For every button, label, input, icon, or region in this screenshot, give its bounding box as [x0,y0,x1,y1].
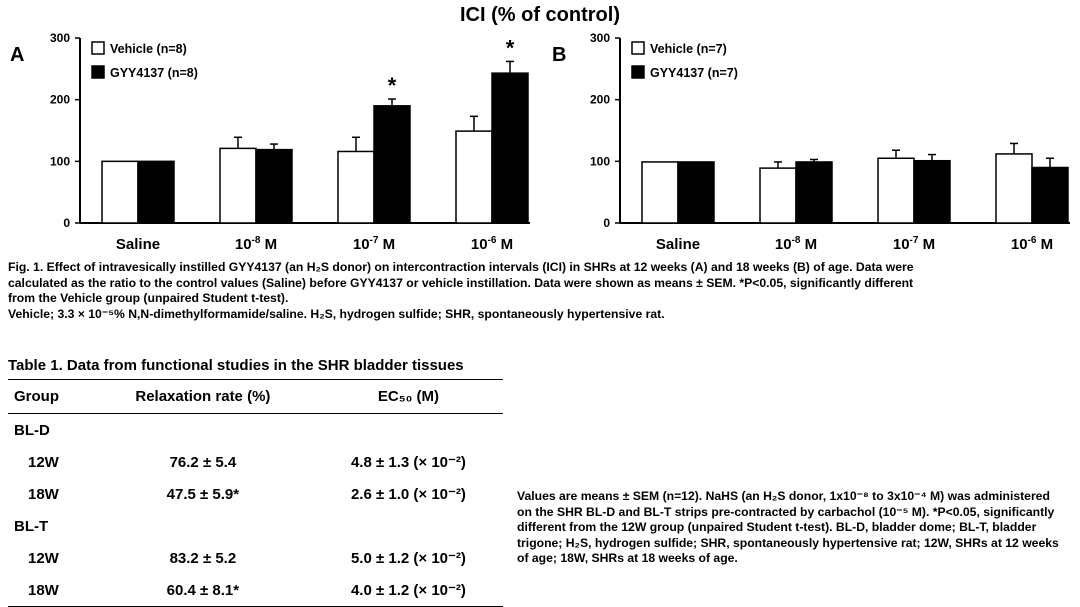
figure-title: ICI (% of control) [460,4,620,26]
x-tick-label: Saline [116,236,160,253]
bar [913,159,951,224]
table-title: Table 1. Data from functional studies in… [8,357,464,374]
x-tick-label: 10-8 M [775,235,817,253]
table-group-row: BL-T [8,510,503,542]
panel-b-label: B [552,44,567,66]
legend-swatch [631,65,645,79]
row-relaxation-cell: 76.2 ± 5.4 [169,453,237,471]
y-tick-label: 200 [50,93,70,107]
row-relaxation-cell: 83.2 ± 5.2 [169,549,237,567]
row-group-cell: 12W [28,453,59,471]
row-ec50-cell: 4.8 ± 1.3 (× 10⁻²) [350,454,466,471]
table-row: 12W 83.2 ± 5.2 5.0 ± 1.2 (× 10⁻²) [8,542,503,574]
significance-marker: * [506,35,515,60]
chart-panel-b: 0 100 200 300 Saline 10-8 M 10-7 M 10-6 M Vehicl… [590,31,1070,253]
legend-label: Vehicle (n=8) [110,42,187,56]
caption-line-1: Fig. 1. Effect of intravesically instill… [8,260,914,274]
table-header-row: Group Relaxation rate (%) EC₅₀ (M) [8,379,503,414]
table-footnote: Values are means ± SEM (n=12). NaHS (an … [517,489,1059,565]
legend-label: Vehicle (n=7) [650,42,727,56]
x-tick-label: 10-6 M [471,235,513,253]
row-group-cell: 12W [28,549,59,567]
bar [759,167,797,224]
column-header-group: Group [8,379,92,414]
table-row: 18W 60.4 ± 8.1* 4.0 ± 1.2 (× 10⁻²) [8,574,503,607]
significance-marker: * [388,73,397,98]
bar [137,160,175,224]
row-ec50-cell: 2.6 ± 1.0 (× 10⁻²) [350,486,466,503]
legend-swatch [631,41,645,55]
legend-label: GYY4137 (n=8) [110,66,198,80]
figure-caption: Fig. 1. Effect of intravesically instill… [8,260,1072,322]
x-tick-label: 10-8 M [235,235,277,253]
x-tick-label: 10-7 M [893,235,935,253]
group-label-bl-t: BL-T [14,517,49,535]
row-group-cell: 18W [28,485,59,503]
bar [877,157,915,224]
x-tick-label: 10-7 M [353,235,395,253]
legend-label: GYY4137 (n=7) [650,66,738,80]
legend-swatch [91,65,105,79]
bar [795,161,833,224]
y-tick-label: 0 [603,216,610,230]
table-row: 18W 47.5 ± 5.9* 2.6 ± 1.0 (× 10⁻²) [8,478,503,510]
row-relaxation-cell: 47.5 ± 5.9* [166,485,240,503]
row-group-cell: 18W [8,574,92,607]
row-ec50-cell: 4.0 ± 1.2 (× 10⁻²) [313,574,503,607]
caption-line-4: Vehicle; 3.3 × 10⁻⁵% N,N-dimethylformami… [8,306,665,321]
bar [219,147,257,224]
bar [995,153,1033,224]
bar [677,161,715,224]
y-tick-label: 300 [50,31,70,45]
y-tick-label: 300 [590,31,610,45]
row-ec50-cell: 5.0 ± 1.2 (× 10⁻²) [350,550,466,567]
legend-swatch [91,41,105,55]
x-tick-label: Saline [656,236,700,253]
column-header-relaxation: Relaxation rate (%) [91,379,314,414]
bar [337,150,375,224]
bar [491,72,529,224]
column-header-ec50: EC₅₀ (M) [313,379,503,414]
bar [373,105,411,224]
data-table: Group Relaxation rate (%) EC₅₀ (M) BL-D … [8,379,503,607]
bar [455,130,493,224]
caption-line-2: calculated as the ratio to the control v… [8,275,914,290]
y-tick-label: 200 [590,93,610,107]
group-label-bl-d: BL-D [14,421,50,439]
bar [1031,166,1069,224]
bar [101,160,139,224]
table-row: 12W 76.2 ± 5.4 4.8 ± 1.3 (× 10⁻²) [8,446,503,478]
x-tick-label: 10-6 M [1011,235,1053,253]
bar [641,161,679,224]
y-tick-label: 100 [590,154,610,168]
panel-a-label: A [10,44,25,66]
caption-line-3: from the Vehicle group (unpaired Student… [8,291,289,305]
y-tick-label: 100 [50,154,70,168]
table-group-row: BL-D [8,414,503,447]
chart-panel-a: 0 100 200 300 Saline 10-8 M * 10-7 M * 10-6 M Vehi… [50,31,530,253]
row-relaxation-cell: 60.4 ± 8.1* [91,574,314,607]
bar [255,148,293,224]
y-tick-label: 0 [63,216,70,230]
